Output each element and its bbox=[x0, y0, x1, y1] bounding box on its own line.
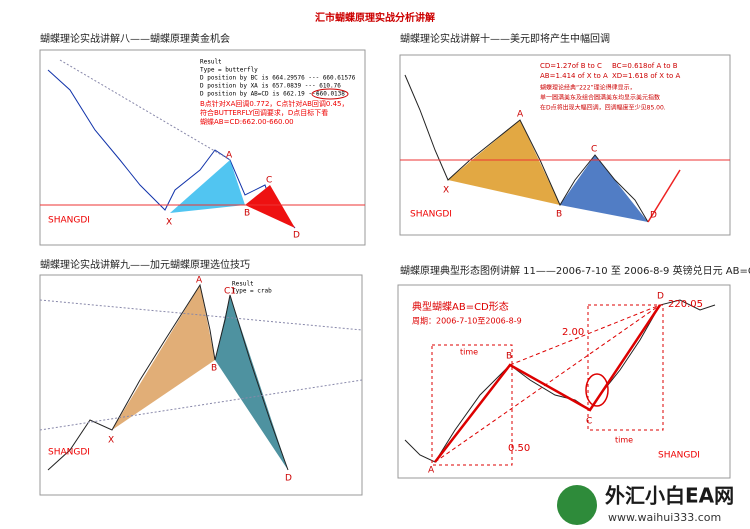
point-label: X bbox=[166, 218, 172, 228]
point-label: D bbox=[650, 211, 657, 221]
ratio: AB=1.414 of X to A bbox=[540, 72, 608, 80]
point-label: A bbox=[517, 110, 524, 120]
brand: SHANGDI bbox=[48, 448, 90, 458]
point-label: D bbox=[285, 474, 292, 484]
point-label: X bbox=[108, 436, 114, 446]
note: 在D点将出现大幅回调，回调幅度至少见85.00. bbox=[540, 104, 666, 112]
caption: 蝴蝶原理典型形态图例讲解 11——2006-7-10 至 2006-8-9 英镑… bbox=[400, 264, 750, 277]
caption: 蝴蝶理论实战讲解八——蝴蝶原理黄金机会 bbox=[40, 32, 230, 45]
note: B点针对XA回调0.772，C点针对AB回调0.45， bbox=[200, 99, 349, 108]
point-label: A bbox=[196, 276, 203, 286]
note: 周期：2006-7-10至2006-8-9 bbox=[412, 317, 522, 326]
brand-name: 外汇小白EA网 bbox=[605, 484, 734, 508]
point-label: B bbox=[556, 210, 562, 220]
point-label: C1 bbox=[224, 287, 236, 297]
ratio: CD=1.27of B to C bbox=[540, 62, 602, 70]
point-label: D bbox=[293, 231, 300, 241]
point-label: A bbox=[428, 466, 435, 476]
logo bbox=[557, 485, 597, 525]
result: D position by AB=CD is 662.19 --- bbox=[200, 91, 319, 98]
point-label: C bbox=[586, 417, 592, 427]
point-label: B bbox=[244, 209, 250, 219]
result: D position by BC is 664.29576 --- 660.61… bbox=[200, 75, 356, 82]
result: Result bbox=[200, 59, 222, 66]
caption: 蝴蝶理论实战讲解九——加元蝴蝶原理选位技巧 bbox=[40, 258, 250, 271]
result: Type = crab bbox=[232, 288, 272, 295]
mark-label: time bbox=[460, 348, 478, 357]
highlight: 660.0138 bbox=[316, 91, 345, 98]
chart-image bbox=[399, 54, 731, 236]
caption: 蝴蝶理论实战讲解十——美元即将产生中幅回调 bbox=[400, 32, 610, 45]
brand: SHANGDI bbox=[48, 216, 90, 226]
chart-image bbox=[39, 49, 366, 246]
note: 符合BUTTERFLY回调要求，D点目标下看 bbox=[200, 108, 328, 117]
mark-label: 220.05 bbox=[668, 299, 703, 310]
ratio: XD=1.618 of X to A bbox=[612, 72, 681, 80]
point-label: B bbox=[211, 364, 217, 374]
point-label: B bbox=[506, 352, 512, 362]
note: 典型蝴蝶AB=CD形态 bbox=[412, 300, 509, 313]
chart-image bbox=[397, 284, 731, 479]
page-title: 汇市蝴蝶原理实战分析讲解 bbox=[315, 11, 435, 24]
result: Result bbox=[232, 281, 254, 288]
note: 蝴蝶AB=CD:662.00-660.00 bbox=[200, 117, 294, 126]
mark-label: 2.00 bbox=[562, 327, 584, 338]
point-label: C bbox=[591, 145, 597, 155]
mark-label: 0.50 bbox=[508, 443, 530, 454]
brand: SHANGDI bbox=[410, 210, 452, 220]
result: Type = butterfly bbox=[200, 67, 258, 74]
point-label: A bbox=[226, 151, 233, 161]
ratio: BC=0.618of A to B bbox=[612, 62, 678, 70]
brand: SHANGDI bbox=[658, 451, 700, 461]
note: 单一圆满美东及组合圆满美东均显示美元指数 bbox=[540, 94, 660, 102]
brand-url: www.waihui333.com bbox=[608, 511, 721, 524]
chart-image bbox=[39, 274, 363, 496]
point-label: X bbox=[443, 186, 449, 196]
result: D position by XA is 657.0839 --- 610.76 bbox=[200, 83, 341, 90]
point-label: C bbox=[266, 176, 272, 186]
note: 蝴蝶理论经典“222”理论得律显示， bbox=[540, 84, 636, 92]
point-label: D bbox=[657, 292, 664, 302]
mark-label: time bbox=[615, 436, 633, 445]
